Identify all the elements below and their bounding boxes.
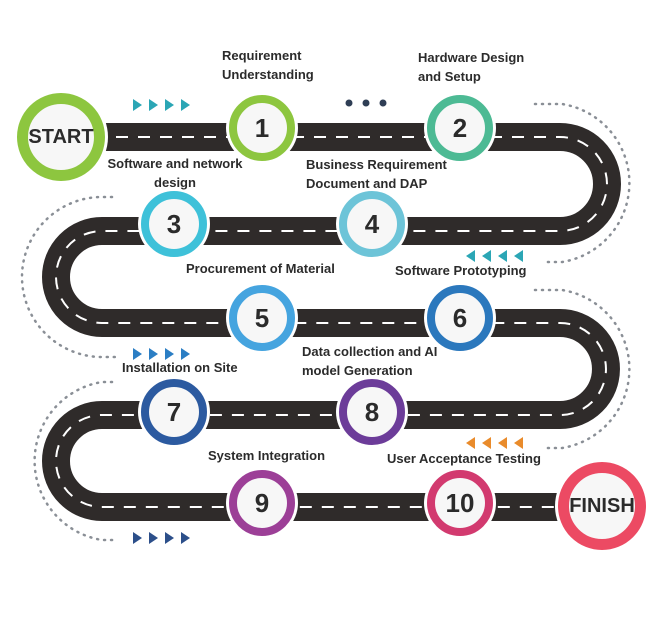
step-7-label-line: Installation on Site: [122, 360, 238, 375]
step-9-label-line: System Integration: [208, 448, 326, 463]
step-6-node: 6: [424, 282, 496, 354]
step-1-label-line: Requirement: [222, 48, 302, 63]
step-4-label-line: Document and DAP: [306, 176, 428, 191]
step-1-label-line: Understanding: [222, 67, 314, 82]
step-3-node-text: 3: [167, 209, 181, 239]
step-4-node-ring: [339, 191, 405, 257]
step-1-node-ring: [229, 95, 295, 161]
right-arrow-icon: [133, 532, 142, 544]
step-2-node: 2: [424, 92, 496, 164]
right-arrow-icon: [149, 348, 158, 360]
right-arrow-icon: [149, 532, 158, 544]
step-9-node: 9: [226, 467, 298, 539]
left-arrow-icon: [466, 250, 475, 262]
step-1-label: Requirement Understanding: [222, 46, 314, 84]
step-4-node-text: 4: [365, 209, 380, 239]
step-5-node: 5: [226, 282, 298, 354]
right-arrow-icon: [133, 348, 142, 360]
step-2-label: Hardware Design and Setup: [418, 48, 524, 86]
step-7-label: Installation on Site: [122, 358, 238, 377]
step-4-label: Business Requirement Document and DAP: [306, 155, 447, 193]
right-arrow-icon: [165, 348, 174, 360]
step-9-label: System Integration: [208, 446, 325, 465]
step-6-label-line: Software Prototyping: [395, 263, 527, 278]
start-node: START: [14, 90, 108, 184]
winding-road: [42, 123, 621, 521]
step-7-node: 7: [138, 376, 210, 448]
step-2-node-ring: [427, 95, 493, 161]
left-arrow-icon: [514, 250, 523, 262]
dotted-curve-right-2: [533, 288, 631, 450]
step-8-node-text: 8: [365, 397, 379, 427]
step-4-label-line: Business Requirement: [306, 157, 447, 172]
step-8-label-line: Data collection and AI: [302, 344, 438, 359]
step-4-node: 4: [336, 188, 408, 260]
dot-icon: [379, 99, 387, 107]
step-3-label-line: design: [154, 175, 196, 190]
step-1-node-text: 1: [255, 113, 269, 143]
step-10-node-ring: [427, 470, 493, 536]
step-3-node-ring: [141, 191, 207, 257]
dotted-curve-right-1: [533, 102, 631, 264]
finish-node: FINISH: [555, 459, 649, 553]
finish-node-text: FINISH: [569, 495, 635, 517]
left-arrow-icon: [498, 437, 507, 449]
step-5-node-ring: [229, 285, 295, 351]
road-surface: [42, 123, 621, 521]
step-8-label: Data collection and AI model Generation: [302, 342, 437, 380]
step-7-node-text: 7: [167, 397, 181, 427]
step-3-node: 3: [138, 188, 210, 260]
step-7-node-ring: [141, 379, 207, 445]
dotted-curve-decorations: [20, 102, 631, 542]
start-node-text: START: [28, 126, 93, 148]
dot-icon: [345, 99, 353, 107]
right-arrow-icon: [181, 99, 190, 111]
step-2-label-line: Hardware Design: [418, 50, 525, 65]
right-arrow-icon: [165, 99, 174, 111]
dotted-curve-left-1: [20, 195, 117, 359]
step-nodes: START FINISH 1 2 3 4 5 6 7 8 9 10: [14, 90, 649, 553]
step-6-node-text: 6: [453, 303, 467, 333]
step-2-label-line: and Setup: [418, 69, 481, 84]
step-8-label-line: model Generation: [302, 363, 413, 378]
right-arrow-icon: [149, 99, 158, 111]
step-10-label-line: User Acceptance Testing: [387, 451, 541, 466]
left-arrow-icon: [498, 250, 507, 262]
direction-arrows: [133, 99, 523, 544]
left-arrow-icon: [482, 250, 491, 262]
right-arrow-icon: [133, 99, 142, 111]
left-arrow-icon: [482, 437, 491, 449]
start-node-ring: [17, 93, 105, 181]
right-arrow-icon: [165, 532, 174, 544]
finish-node-ring: [558, 462, 646, 550]
step-5-label-line: Procurement of Material: [186, 261, 335, 276]
dot-icon: [362, 99, 370, 107]
step-8-node: 8: [336, 376, 408, 448]
step-3-label: Software and network design: [100, 154, 250, 192]
step-6-node-ring: [427, 285, 493, 351]
left-arrow-icon: [514, 437, 523, 449]
right-arrow-icon: [181, 348, 190, 360]
step-10-node: 10: [424, 467, 496, 539]
step-1-node: 1: [226, 92, 298, 164]
step-5-label: Procurement of Material: [186, 259, 335, 278]
step-6-label: Software Prototyping: [395, 261, 526, 280]
step-5-node-text: 5: [255, 303, 269, 333]
left-arrow-icon: [466, 437, 475, 449]
step-9-node-text: 9: [255, 488, 269, 518]
step-10-label: User Acceptance Testing: [387, 449, 541, 468]
step-3-label-line: Software and network: [107, 156, 243, 171]
step-10-node-text: 10: [446, 488, 475, 518]
step-8-node-ring: [339, 379, 405, 445]
step-9-node-ring: [229, 470, 295, 536]
step-2-node-text: 2: [453, 113, 467, 143]
right-arrow-icon: [181, 532, 190, 544]
